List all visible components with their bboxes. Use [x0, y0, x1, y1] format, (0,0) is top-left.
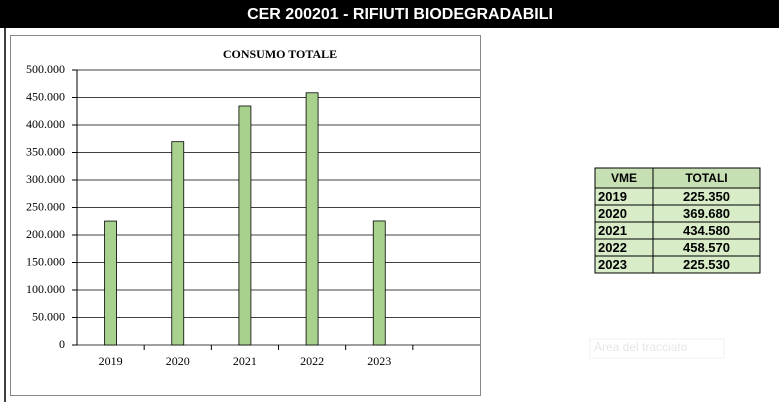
table-header: VME — [611, 171, 637, 185]
tooltip: Area del tracciato — [594, 340, 688, 354]
header-title: CER 200201 - RIFIUTI BIODEGRADABILI — [247, 6, 553, 23]
y-tick-label: 500.000 — [26, 62, 65, 76]
y-tick-label: 250.000 — [26, 199, 65, 213]
bar — [238, 105, 252, 346]
x-tick-label: 2021 — [233, 354, 257, 368]
x-tick-label: 2019 — [99, 354, 123, 368]
tooltip-box — [589, 338, 725, 359]
x-tick-label: 2022 — [300, 354, 324, 368]
x-tick-label: 2020 — [166, 354, 190, 368]
bar — [104, 220, 117, 346]
y-tick-label: 150.000 — [26, 254, 65, 268]
bar — [372, 220, 386, 346]
y-tick-label: 300.000 — [26, 172, 65, 186]
bar — [305, 92, 319, 346]
x-tick-label: 2023 — [367, 354, 391, 368]
y-tick-label: 0 — [59, 337, 65, 351]
table-cell-text: 2023 — [598, 257, 627, 272]
table-cell-text: 434.580 — [683, 223, 730, 238]
table-cell — [652, 255, 761, 274]
y-tick-label: 400.000 — [26, 117, 65, 131]
table-cell-text: 225.350 — [683, 189, 730, 204]
y-tick-label: 350.000 — [26, 144, 65, 158]
bar — [171, 141, 185, 346]
table-cell-text: 2019 — [598, 189, 627, 204]
y-tick-label: 200.000 — [26, 227, 65, 241]
y-tick-label: 100.000 — [26, 282, 65, 296]
table-cell-text: 2022 — [598, 240, 627, 255]
table-cell-text: 225.530 — [683, 257, 730, 272]
header-bar — [0, 0, 779, 28]
chart-title: CONSUMO TOTALE — [223, 47, 337, 61]
table-cell-text: 458.570 — [683, 240, 730, 255]
table-cell-text: 2021 — [598, 223, 627, 238]
table-cell-text: 2020 — [598, 206, 627, 221]
y-tick-label: 50.000 — [32, 309, 65, 323]
y-tick-label: 450.000 — [26, 89, 65, 103]
table-cell-text: 369.680 — [683, 206, 730, 221]
table-header: TOTALI — [685, 171, 727, 185]
